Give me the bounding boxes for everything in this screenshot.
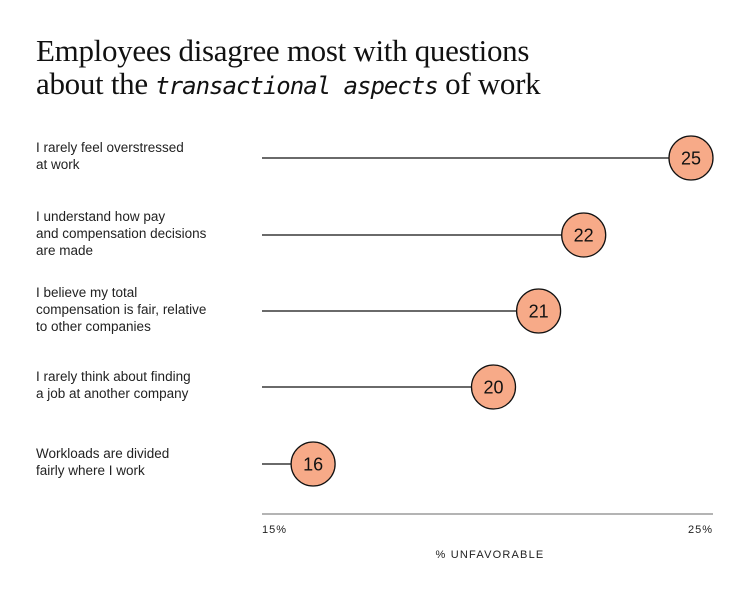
- x-tick-25: 25%: [688, 524, 714, 536]
- x-tick-15: 15%: [262, 524, 288, 536]
- category-label: Workloads are divided fairly where I work: [36, 445, 246, 479]
- category-label-line: are made: [36, 242, 94, 258]
- data-label: 21: [529, 302, 549, 322]
- lollipop-marker: [290, 441, 336, 487]
- category-label-line: at work: [36, 157, 80, 172]
- title-line-1: Employees disagree most with questions: [36, 33, 530, 68]
- title-text: about the: [36, 66, 156, 101]
- data-label: 20: [483, 378, 503, 398]
- data-label: 22: [574, 226, 594, 246]
- category-label: I believe my total compensation is fair, …: [36, 284, 246, 335]
- category-label-line: I rarely feel overstressed: [36, 140, 184, 155]
- category-label: I understand how pay and compensation dec…: [36, 208, 246, 259]
- category-label-line: compensation is fair, relative: [36, 301, 207, 317]
- category-label-line: a job at another company: [36, 386, 189, 401]
- title-emphasis: transactional aspects: [155, 72, 438, 100]
- lollipop-marker: [470, 364, 517, 410]
- category-label-line: Workloads are divided: [36, 446, 170, 461]
- lollipop-marker: [668, 135, 714, 181]
- category-label-line: I believe my total: [36, 284, 138, 300]
- category-label-line: fairly where I work: [36, 463, 145, 478]
- lollipop-marker: [561, 212, 607, 258]
- x-axis-label: % UNFAVORABLE: [435, 549, 545, 561]
- category-label-line: I rarely think about finding: [36, 369, 191, 384]
- category-label: I rarely feel overstressed at work: [36, 139, 246, 173]
- category-label: I rarely think about finding a job at ano…: [36, 368, 246, 402]
- title-text-end: of work: [437, 66, 541, 101]
- category-label-line: I understand how pay: [36, 208, 166, 224]
- title-line-2: about the transactional aspects of work: [36, 66, 541, 103]
- data-label: 25: [681, 149, 701, 169]
- chart-title: Employees disagree most with questions a…: [36, 33, 541, 103]
- category-label-line: and compensation decisions: [36, 225, 207, 241]
- data-label: 16: [303, 455, 323, 475]
- category-label-line: to other companies: [36, 318, 151, 334]
- lollipop-marker: [515, 288, 562, 334]
